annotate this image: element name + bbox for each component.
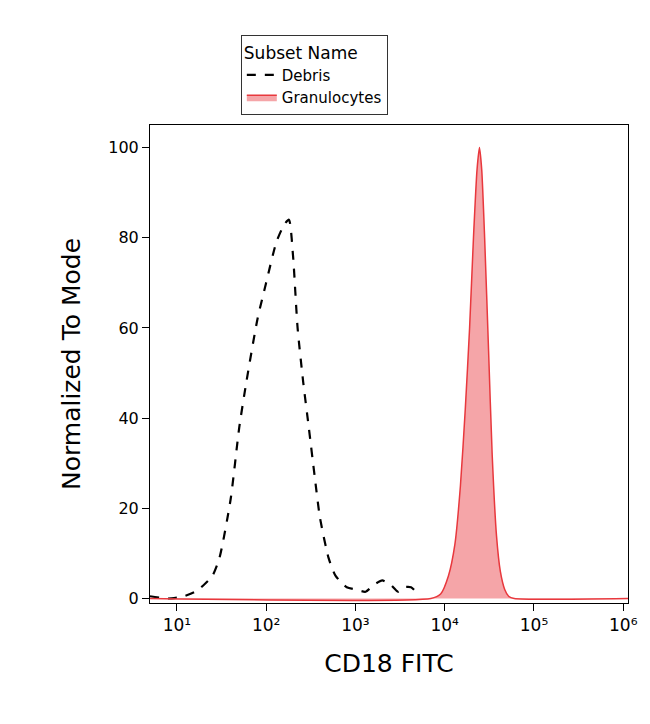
svg-text:Granulocytes: Granulocytes bbox=[282, 89, 382, 107]
svg-text:100: 100 bbox=[108, 138, 139, 157]
svg-text:Subset Name: Subset Name bbox=[244, 43, 358, 63]
svg-text:80: 80 bbox=[118, 228, 138, 247]
svg-text:10⁴: 10⁴ bbox=[430, 615, 459, 635]
svg-text:CD18 FITC: CD18 FITC bbox=[324, 649, 453, 678]
svg-text:Normalized To Mode: Normalized To Mode bbox=[57, 238, 86, 490]
svg-text:20: 20 bbox=[118, 499, 138, 518]
svg-text:10¹: 10¹ bbox=[163, 615, 191, 635]
svg-text:10²: 10² bbox=[252, 615, 280, 635]
svg-text:Debris: Debris bbox=[282, 67, 331, 85]
svg-text:10⁶: 10⁶ bbox=[609, 615, 638, 635]
svg-text:40: 40 bbox=[118, 409, 138, 428]
svg-text:10⁵: 10⁵ bbox=[520, 615, 548, 635]
svg-text:60: 60 bbox=[118, 319, 138, 338]
svg-text:0: 0 bbox=[129, 589, 139, 608]
svg-text:10³: 10³ bbox=[341, 615, 369, 635]
